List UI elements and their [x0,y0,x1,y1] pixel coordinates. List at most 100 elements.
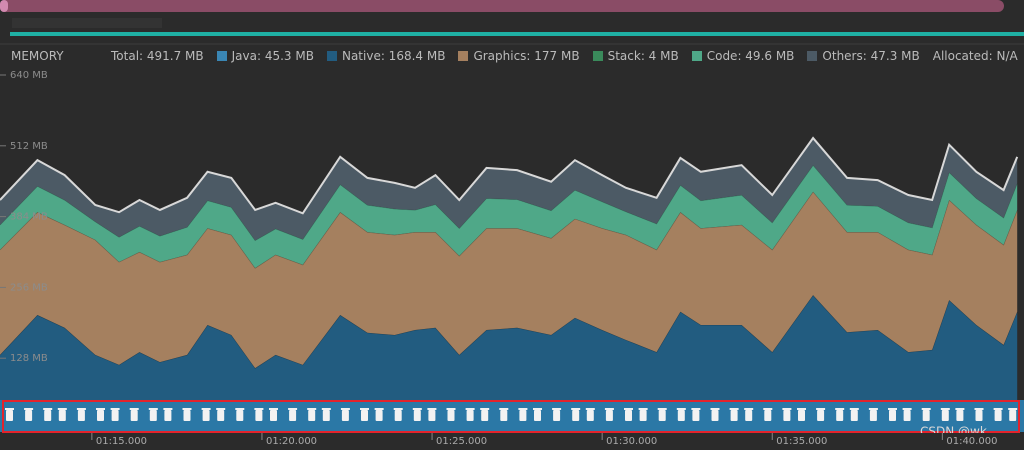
event-icon [44,410,52,421]
event-icon [236,410,244,421]
event-icon-lid [849,408,859,410]
event-icon-lid [533,408,542,410]
event-icon [58,410,66,421]
legend-label: Native: 168.4 MB [341,49,446,63]
event-icon-lid [148,408,158,410]
legend-item: Native: 168.4 MB [326,49,446,63]
event-icon [289,410,297,421]
y-tick-label: 512 MB [10,141,48,152]
event-icon [481,410,489,421]
event-icon-lid [96,408,105,410]
axis-band [0,433,1024,450]
event-icon-lid [465,408,475,410]
top-bar [0,0,1004,12]
y-tick-label: 256 MB [10,282,48,293]
event-icon [692,410,700,421]
event-icon-lid [321,408,331,410]
legend-item: Stack: 4 MB [592,49,679,63]
event-icon [889,410,896,421]
section-title: MEMORY [11,49,64,63]
event-icon [375,410,383,421]
event-icon-lid [993,408,1003,410]
event-icon [783,410,791,421]
event-icon-lid [902,408,912,410]
event-icon-lid [427,408,437,410]
event-icon-lid [76,408,86,410]
event-icon [836,410,844,421]
event-icon-lid [585,408,595,410]
event-icon-lid [216,408,226,410]
cpu-strip [10,32,1024,36]
event-icon [130,410,138,421]
event-icon-lid [691,408,701,410]
event-icon-lid [24,408,34,410]
event-icon [394,410,402,421]
legend-label: Total: 491.7 MB [111,49,204,63]
legend-item: Graphics: 177 MB [458,49,580,63]
event-icon [111,410,119,421]
highlight-box [2,400,1020,433]
event-icon-lid [254,408,264,410]
event-icon-lid [480,408,490,410]
event-icon [77,410,85,421]
event-icon-lid [412,408,422,410]
event-icon [605,410,613,421]
event-icon [553,410,561,421]
area [0,138,1018,241]
event-icon [975,410,983,421]
x-tick-label: 01:35.000 [776,436,827,447]
event-icon-lid [638,408,648,410]
event-icon [764,410,772,421]
legend-label: Code: 49.6 MB [706,49,795,63]
event-icon [1009,410,1017,421]
top-bar-handle [0,0,8,12]
x-tick-label: 01:20.000 [266,436,317,447]
event-icon [217,410,225,421]
legend-item: Total: 491.7 MB [111,49,204,63]
event-icon [6,410,13,421]
legend-label: Graphics: 177 MB [473,49,580,63]
event-icon [903,410,911,421]
event-icon-lid [269,408,278,410]
event-icon-lid [201,408,211,410]
plot [0,136,1019,429]
legend-label: Java: 45.3 MB [231,49,314,63]
event-icon [941,410,949,421]
y-tick-label: 128 MB [10,353,48,364]
legend-label: Allocated: N/A [932,49,1018,63]
event-icon-lid [624,408,633,410]
event-icon-lid [360,408,369,410]
legend: Total: 491.7 MB Java: 45.3 MB Native: 168.… [111,49,1018,63]
event-icon [869,410,877,421]
legend-swatch [691,51,702,61]
event-icon [428,410,436,421]
event-strip [0,400,1024,433]
event-icon-lid [288,408,298,410]
event-icon-lid [110,408,120,410]
x-tick-label: 01:15.000 [96,436,147,447]
event-icon-lid [307,408,317,410]
event-icon-lid [235,408,245,410]
legend-item: Java: 45.3 MB [216,49,314,63]
event-icon-lid [163,408,173,410]
legend-swatch [326,51,337,61]
event-icon [466,410,474,421]
event-icon-lid [129,408,139,410]
event-icon [255,410,263,421]
event-icon [308,410,316,421]
event-icon [270,410,277,421]
event-icon-lid [763,408,773,410]
event-icon [97,410,104,421]
event-icon-lid [955,408,965,410]
event-icon-lid [888,408,897,410]
event-icon [711,410,719,421]
event-icon-lid [816,408,826,410]
event-icon [798,410,805,421]
event-icon-lid [446,408,456,410]
event-icon-lid [835,408,845,410]
event-icon [994,410,1002,421]
event-icon [850,410,858,421]
event-icon [534,410,541,421]
legend-label: Stack: 4 MB [607,49,679,63]
